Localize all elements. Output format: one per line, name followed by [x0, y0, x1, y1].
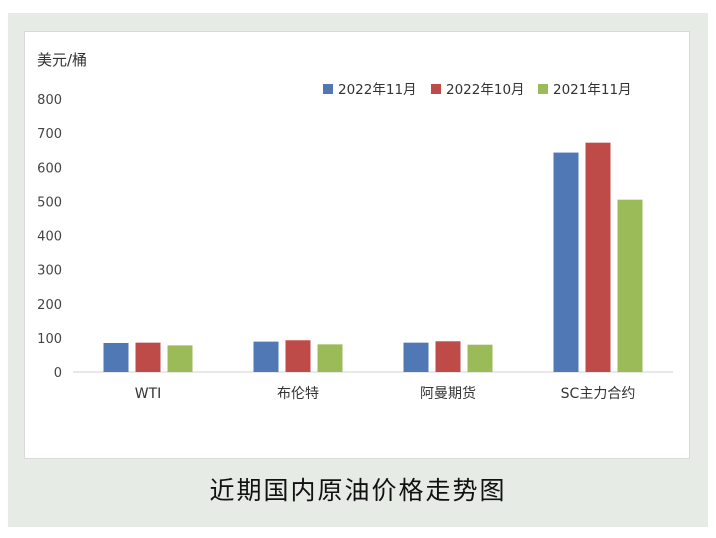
x-tick-label: WTI [135, 386, 162, 402]
bar [553, 152, 579, 372]
y-tick-label: 400 [37, 230, 62, 245]
bar-chart: 美元/桶 0 100 200 300 400 500 600 700 800 WTI 布伦特 阿曼期货 S… [37, 51, 673, 402]
x-tick-label: 阿曼期货 [420, 385, 476, 402]
bar [467, 344, 493, 372]
y-tick-label: 100 [37, 332, 62, 347]
y-tick-label: 800 [37, 93, 62, 108]
legend-label: 2022年11月 [338, 82, 417, 98]
bar [317, 344, 343, 372]
chart-panel: 美元/桶 0 100 200 300 400 500 600 700 800 WTI 布伦特 阿曼期货 S… [24, 31, 690, 459]
figure-caption: 近期国内原油价格走势图 [209, 476, 507, 505]
bar [103, 342, 129, 372]
legend-label: 2021年11月 [553, 82, 632, 98]
bar [617, 199, 643, 372]
chart-figure: 美元/桶 0 100 200 300 400 500 600 700 800 WTI 布伦特 阿曼期货 S… [8, 13, 708, 527]
y-tick-label: 600 [37, 161, 62, 176]
bar [403, 342, 429, 372]
legend-swatch [538, 84, 548, 94]
legend-swatch [431, 84, 441, 94]
bar [167, 345, 193, 372]
y-tick-label: 300 [37, 264, 62, 279]
legend-swatch [323, 84, 333, 94]
bar [585, 142, 611, 372]
y-tick-label: 200 [37, 298, 62, 313]
legend-label: 2022年10月 [446, 82, 525, 98]
y-tick-label: 700 [37, 127, 62, 142]
bar [253, 341, 279, 372]
y-tick-label: 0 [54, 366, 62, 381]
bar [285, 340, 311, 372]
bar [435, 341, 461, 372]
x-tick-label: 布伦特 [277, 386, 319, 402]
x-tick-label: SC主力合约 [561, 386, 636, 402]
bar [135, 342, 161, 372]
y-axis-unit-label: 美元/桶 [37, 51, 87, 69]
y-tick-label: 500 [37, 195, 62, 210]
